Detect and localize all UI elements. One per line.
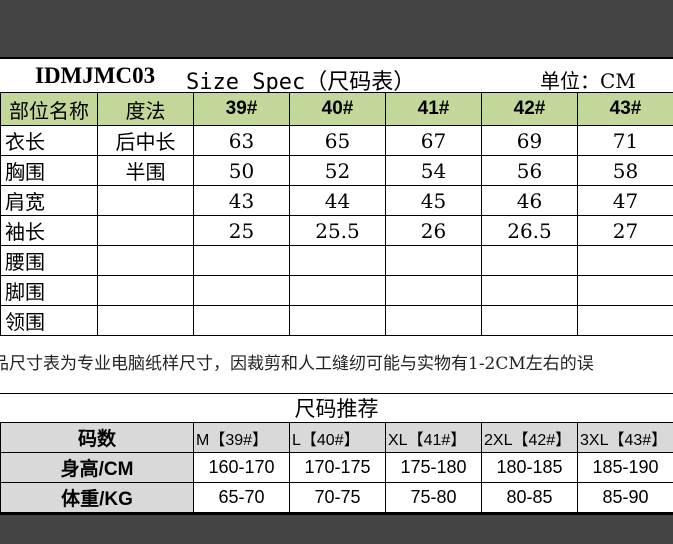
value-cell: XL【41#】 — [386, 423, 482, 453]
value-cell — [482, 276, 578, 306]
bottom-band — [0, 513, 673, 544]
table-row: 腰围 — [1, 246, 673, 276]
method-cell — [98, 216, 194, 246]
value-cell — [386, 246, 482, 276]
value-cell — [194, 276, 290, 306]
method-cell — [98, 306, 194, 336]
value-cell — [386, 276, 482, 306]
value-cell: 69 — [482, 126, 578, 156]
value-cell: 47 — [578, 186, 673, 216]
value-cell: 65-70 — [194, 483, 290, 513]
header-cell: 39# — [194, 93, 290, 126]
value-cell: 50 — [194, 156, 290, 186]
method-cell — [98, 246, 194, 276]
header-cell: 部位名称 — [1, 93, 98, 126]
value-cell: 56 — [482, 156, 578, 186]
method-cell: 后中长 — [98, 126, 194, 156]
value-cell: 67 — [386, 126, 482, 156]
header-cell: 43# — [578, 93, 673, 126]
value-cell: 180-185 — [482, 453, 578, 483]
value-cell: 65 — [290, 126, 386, 156]
row-label-cell: 码数 — [1, 423, 194, 453]
value-cell — [290, 276, 386, 306]
disclaimer-note: 品尺寸表为专业电脑纸样尺寸，因裁剪和人工缝纫可能与实物有1-2CM左右的误 — [0, 336, 673, 394]
value-cell — [482, 306, 578, 336]
table-row: 脚围 — [1, 276, 673, 306]
value-cell — [290, 306, 386, 336]
value-cell: 25 — [194, 216, 290, 246]
value-cell — [386, 306, 482, 336]
recommend-title: 尺码推荐 — [0, 394, 673, 422]
part-cell: 领围 — [1, 306, 98, 336]
value-cell: 44 — [290, 186, 386, 216]
part-cell: 袖长 — [1, 216, 98, 246]
part-cell: 胸围 — [1, 156, 98, 186]
value-cell: 52 — [290, 156, 386, 186]
row-label-cell: 体重/KG — [1, 483, 194, 513]
value-cell — [578, 276, 673, 306]
value-cell: L【40#】 — [290, 423, 386, 453]
part-cell: 肩宽 — [1, 186, 98, 216]
method-cell — [98, 276, 194, 306]
value-cell: 27 — [578, 216, 673, 246]
title-row: IDMJMC03 Size Spec（尺码表） 单位：CM — [0, 59, 673, 92]
value-cell: 46 — [482, 186, 578, 216]
method-cell: 半围 — [98, 156, 194, 186]
part-cell: 衣长 — [1, 126, 98, 156]
product-code: IDMJMC03 — [35, 63, 155, 89]
value-cell: 43 — [194, 186, 290, 216]
part-cell: 脚围 — [1, 276, 98, 306]
value-cell: M【39#】 — [194, 423, 290, 453]
value-cell: 63 — [194, 126, 290, 156]
value-cell: 175-180 — [386, 453, 482, 483]
header-cell: 40# — [290, 93, 386, 126]
part-cell: 腰围 — [1, 246, 98, 276]
value-cell: 26 — [386, 216, 482, 246]
value-cell: 71 — [578, 126, 673, 156]
header-cell: 41# — [386, 93, 482, 126]
row-label-cell: 身高/CM — [1, 453, 194, 483]
value-cell — [482, 246, 578, 276]
value-cell: 170-175 — [290, 453, 386, 483]
header-cell: 42# — [482, 93, 578, 126]
value-cell — [578, 246, 673, 276]
value-cell: 185-190 — [578, 453, 673, 483]
value-cell: 2XL【42#】 — [482, 423, 578, 453]
value-cell: 85-90 — [578, 483, 673, 513]
value-cell: 54 — [386, 156, 482, 186]
value-cell: 58 — [578, 156, 673, 186]
value-cell — [290, 246, 386, 276]
value-cell: 45 — [386, 186, 482, 216]
value-cell: 70-75 — [290, 483, 386, 513]
value-cell: 80-85 — [482, 483, 578, 513]
value-cell — [578, 306, 673, 336]
header-cell: 度法 — [98, 93, 194, 126]
value-cell — [194, 306, 290, 336]
value-cell: 25.5 — [290, 216, 386, 246]
value-cell — [194, 246, 290, 276]
method-cell — [98, 186, 194, 216]
value-cell: 26.5 — [482, 216, 578, 246]
value-cell: 75-80 — [386, 483, 482, 513]
top-band — [0, 0, 673, 59]
table-row: 领围 — [1, 306, 673, 336]
value-cell: 160-170 — [194, 453, 290, 483]
unit-label: 单位：CM — [540, 65, 636, 94]
value-cell: 3XL【43#】 — [578, 423, 673, 453]
